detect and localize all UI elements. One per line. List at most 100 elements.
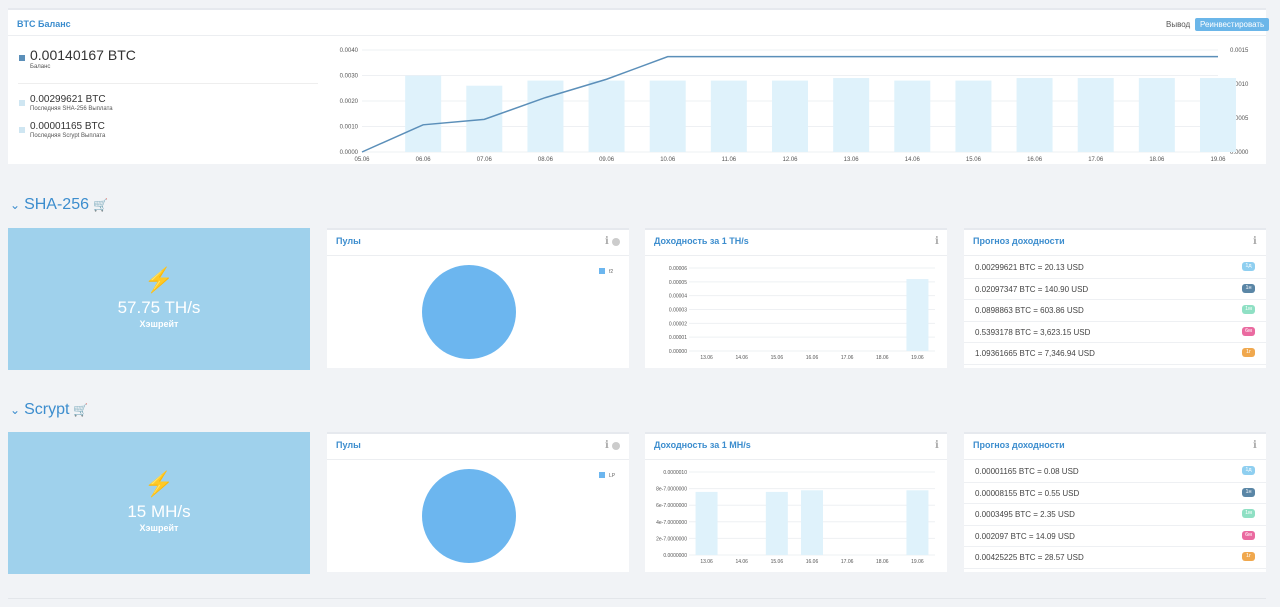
sha-payout-label: Последняя SHA-256 Выплата [30,106,113,112]
y-tick-label: 6e-7.0000000 [656,503,687,509]
forecast-row: 0.0898863 BTC = 603.86 USD 1м [964,300,1266,322]
scrypt-hashrate-value: 15 MH/s [127,502,191,521]
cart-icon[interactable]: 🛒 [92,198,108,212]
sha-forecast-title: Прогноз доходности [973,236,1065,246]
bottom-divider [8,598,1266,599]
bar [405,75,442,152]
balance-legend-square [19,55,25,61]
bar [695,491,718,555]
info-icon[interactable]: i [605,236,609,247]
y-tick-label: 0.0040 [340,48,359,54]
forecast-value: 0.0898863 BTC = 603.86 USD [975,306,1084,315]
period-badge: 1г [1242,552,1255,561]
x-tick-label: 12.06 [782,157,798,162]
forecast-value: 1.09361665 BTC = 7,346.94 USD [975,349,1095,358]
bar [765,491,788,555]
y-tick-label: 2e-7.0000000 [656,536,687,542]
sha-section-title[interactable]: ⌄ SHA-256 🛒 [10,196,108,214]
scrypt-hashrate-label: Хэшрейт [139,523,179,533]
scrypt-yield-head: Доходность за 1 MH/s i [645,434,947,460]
x-tick-label: 15.06 [966,157,982,162]
bar [527,80,564,152]
sha-yield-panel: Доходность за 1 TH/s i 0.00000 0.00001 0.0… [645,228,947,368]
period-badge: 1н [1242,283,1255,293]
y-tick-label: 0.00006 [669,266,687,272]
gear-icon[interactable] [612,442,620,450]
balance-divider [18,83,318,84]
info-icon[interactable]: i [935,236,939,247]
pie-legend-label: f2 [609,269,613,275]
x-tick-label: 15.06 [771,559,784,565]
x-tick-label: 16.06 [806,355,819,361]
info-icon[interactable]: i [605,440,609,451]
forecast-row: 0.002097 BTC = 14.09 USD 6м [964,526,1266,547]
y-tick-label: 0.0030 [340,74,359,80]
gear-icon[interactable] [612,238,620,246]
period-badge: 1д [1242,466,1255,475]
period-badge: 1н [1242,487,1255,497]
sha-payout-legend-square [19,100,25,106]
forecast-value: 0.00008155 BTC = 0.55 USD [975,488,1080,498]
y-tick-label: 0.0000010 [663,470,687,476]
forecast-row: 0.00299621 BTC = 20.13 USD 1д [964,257,1266,279]
forecast-row: 0.02097347 BTC = 140.90 USD 1н [964,279,1266,300]
pie-legend-square [599,268,605,274]
x-tick-label: 18.06 [1149,157,1165,162]
period-badge: 6м [1242,530,1255,540]
x-tick-label: 13.06 [700,559,713,565]
scrypt-section-title[interactable]: ⌄ Scrypt 🛒 [10,401,88,419]
scrypt-section-label: Scrypt [24,401,70,418]
balance-chart: 0.0000 0.0010 0.0020 0.0030 0.0040 0.0000 0.00… [340,48,1249,162]
pie-slice [422,469,516,563]
balance-title: BTC Баланс [17,19,71,29]
y-tick-label: 0.00004 [669,294,687,300]
bar [1077,78,1114,152]
period-badge: 6м [1242,326,1255,336]
cart-icon[interactable]: 🛒 [73,403,89,417]
forecast-row: 0.0003495 BTC = 2.35 USD 1м [964,504,1266,526]
x-tick-label: 16.06 [1027,157,1043,162]
bar [801,490,823,555]
sha-forecast-panel: Прогноз доходности i 0.00299621 BTC = 20… [964,228,1266,368]
y-tick-label: 0.0010 [340,125,359,131]
forecast-row: 0.5393178 BTC = 3,623.15 USD 6м [964,322,1266,343]
x-tick-label: 17.06 [1088,157,1104,162]
lightning-icon: ⚡ [144,267,174,294]
scrypt-payout-value: 0.00001165 BTC [30,121,105,132]
sha-pools-panel: Пулы i f2 [327,228,629,368]
x-tick-label: 19.06 [1210,157,1226,162]
forecast-value: 0.5393178 BTC = 3,623.15 USD [975,327,1091,337]
info-icon[interactable]: i [1253,236,1257,247]
x-tick-label: 10.06 [660,157,676,162]
forecast-row: 1.09361665 BTC = 7,346.94 USD 1г [964,343,1266,365]
bar [906,279,929,351]
period-badge: 1д [1242,262,1255,271]
bar [833,78,870,152]
scrypt-pools-pie: LP [422,469,616,563]
reinvest-button[interactable]: Реинвестировать [1195,18,1270,31]
chevron-down-icon[interactable]: ⌄ [10,403,21,417]
info-icon[interactable]: i [935,440,939,451]
withdraw-button[interactable]: Вывод [1161,18,1196,31]
y-tick-label: 0.0000000 [663,553,687,559]
bar [906,490,929,555]
forecast-value: 0.02097347 BTC = 140.90 USD [975,284,1089,294]
pie-legend-square [599,472,605,478]
sha-yield-chart: 0.00000 0.00001 0.00002 0.00003 0.00004 0.000… [669,266,935,361]
bar [710,80,747,152]
chevron-down-icon[interactable]: ⌄ [10,198,21,212]
info-icon[interactable]: i [1253,440,1257,451]
x-tick-label: 05.06 [354,157,370,162]
y-tick-label: 0.0020 [340,99,359,105]
x-tick-label: 11.06 [722,157,737,162]
scrypt-hashrate-tile: ⚡ 15 MH/s Хэшрейт [8,432,310,574]
y-right-tick-label: 0.0000 [1230,150,1249,156]
scrypt-forecast-title: Прогноз доходности [973,440,1065,450]
pie-legend-label: LP [609,473,616,479]
pie-slice [422,265,516,359]
period-badge: 1м [1242,305,1255,314]
balance-head-divider [8,35,1266,36]
bar [1016,78,1053,152]
bar [772,80,808,152]
y-tick-label: 0.00003 [669,308,687,314]
